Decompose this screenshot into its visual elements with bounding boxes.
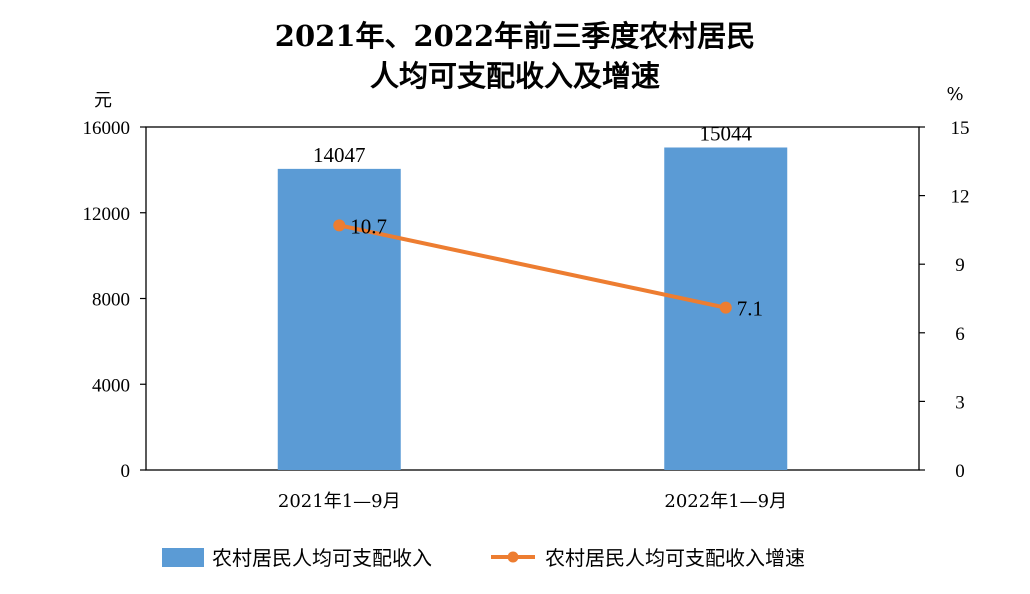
legend-line-label: 农村居民人均可支配收入增速 — [545, 546, 805, 570]
growth-data-label-2: 7.1 — [737, 297, 763, 321]
right-tick-label: 3 — [955, 392, 965, 413]
left-tick-label: 8000 — [92, 290, 130, 311]
left-tick-label: 12000 — [83, 204, 131, 225]
left-tick-label: 16000 — [83, 118, 131, 139]
bar-data-label-1: 14047 — [313, 143, 366, 167]
bar-1 — [277, 168, 401, 470]
left-axis-unit: 元 — [94, 90, 112, 111]
chart-title-line-1: 2021年、2022年前三季度农村居民 — [275, 19, 755, 53]
right-tick-label: 9 — [955, 255, 965, 276]
chart-title-line-2: 人均可支配收入及增速 — [370, 59, 660, 93]
right-tick-label: 15 — [951, 118, 970, 139]
plot-frame — [145, 126, 920, 471]
right-tick-label: 12 — [951, 187, 970, 208]
left-tick-label: 0 — [121, 461, 131, 482]
growth-line — [338, 223, 727, 310]
right-axis-unit: % — [946, 84, 963, 105]
left-tick-label: 4000 — [92, 375, 130, 396]
growth-data-label-1: 10.7 — [350, 214, 387, 238]
legend-line-marker — [507, 551, 519, 563]
legend: 农村居民人均可支配收入 农村居民人均可支配收入增速 — [162, 546, 805, 570]
legend-bar-swatch — [162, 548, 204, 567]
category-label-2: 2022年1—9月 — [664, 491, 787, 512]
legend-bar-label: 农村居民人均可支配收入 — [212, 546, 432, 570]
right-tick-label: 6 — [955, 324, 965, 345]
growth-point-2 — [719, 301, 732, 314]
category-label-1: 2021年1—9月 — [278, 491, 401, 512]
growth-point-1 — [333, 219, 346, 232]
right-tick-label: 0 — [955, 461, 965, 482]
bar-data-label-2: 15044 — [700, 121, 753, 145]
